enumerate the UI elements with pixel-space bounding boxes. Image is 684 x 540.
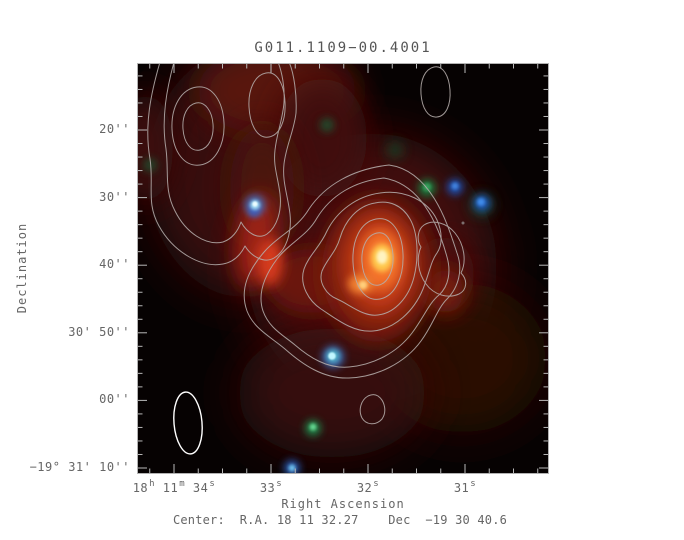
- green-knot: [305, 420, 321, 436]
- beam-ellipse: [173, 391, 203, 455]
- x-tick-label: 18h 11m 34s: [132, 479, 216, 495]
- center-coordinates-caption: Center: R.A. 18 11 32.27 Dec −19 30 40.6: [172, 513, 508, 527]
- y-tick-label: −19° 31' 10'': [29, 460, 130, 474]
- green-blue-trio: [418, 179, 493, 216]
- cyan-star-lower: [322, 346, 344, 368]
- plot-area: [137, 63, 549, 474]
- contours-layer: [147, 63, 467, 425]
- blue-source-bottom: [284, 460, 300, 474]
- x-axis-title: Right Ascension: [281, 497, 405, 511]
- plot-frame: [137, 63, 549, 474]
- y-tick-label: 30' 50'': [68, 324, 130, 339]
- y-tick-label: 00'': [99, 392, 130, 407]
- y-tick-label: 40'': [99, 257, 130, 272]
- figure-title: G011.1109−00.4001: [254, 40, 432, 56]
- tick-marks: [138, 64, 548, 473]
- x-tick-label: 32s: [356, 479, 380, 495]
- x-tick-label: 31s: [453, 479, 477, 495]
- cyan-star-upper: [245, 195, 265, 217]
- gray-speck: [461, 221, 465, 225]
- faint-green-dots: [143, 118, 403, 172]
- y-tick-label: 30'': [99, 189, 130, 204]
- y-tick-label: 20'': [99, 122, 130, 136]
- point-sources: [143, 118, 493, 474]
- sky-image: [137, 63, 549, 474]
- x-tick-label: 33s: [259, 479, 283, 495]
